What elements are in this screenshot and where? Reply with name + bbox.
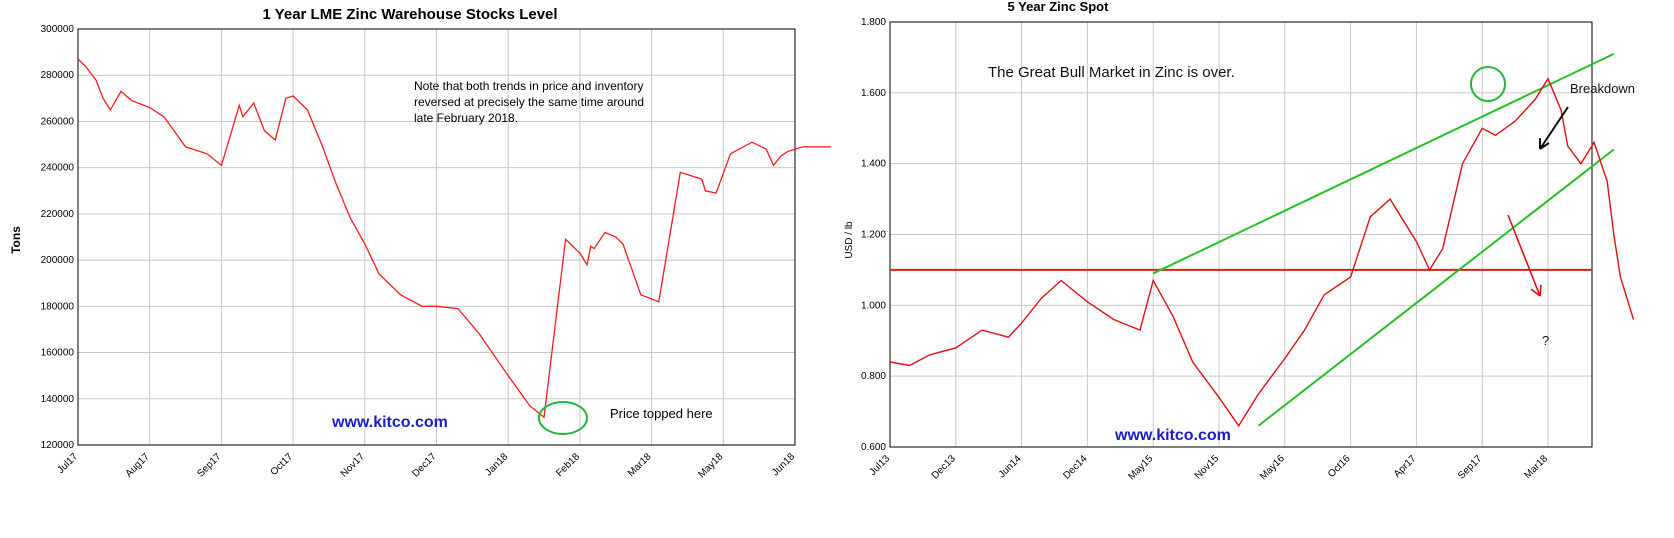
chart2-breakdown-arrow	[1539, 106, 1569, 150]
chart1-y-tick-label: 300000	[41, 24, 75, 35]
chart2-x-tick-label: Dec13	[930, 453, 959, 482]
chart1-x-tick-label: Feb18	[554, 451, 582, 479]
chart2-y-tick-label: 0.600	[861, 442, 886, 453]
chart2-x-tick-label: Oct16	[1326, 453, 1353, 480]
chart1-stocks-series-line	[77, 58, 831, 419]
chart2-x-ticks: Jul13 Dec13 Jun14 Dec14 May15 Nov15 May16 Oct16…	[867, 453, 1550, 482]
chart1-y-tick-label: 200000	[41, 255, 75, 266]
chart2-upper-channel-line	[1152, 52, 1615, 275]
chart1-y-tick-label: 280000	[41, 70, 75, 81]
chart2-x-tick-label: Jul13	[867, 453, 892, 478]
chart1-top-circle	[538, 401, 588, 435]
chart1-y-tick-label: 160000	[41, 348, 75, 359]
chart1-x-tick-label: Aug17	[124, 451, 153, 480]
chart2-x-tick-label: Nov15	[1193, 453, 1222, 482]
chart2-x-tick-label: May16	[1258, 453, 1287, 482]
chart2-lower-channel-line	[1257, 148, 1615, 427]
chart2-breakdown-label: Breakdown	[1570, 81, 1635, 96]
chart1-y-axis-label: Tons	[9, 226, 23, 254]
chart1-y-tick-label: 180000	[41, 301, 75, 312]
chart1-note-line-1: Note that both trends in price and inven…	[414, 79, 643, 93]
chart2-y-tick-label: 1.400	[861, 159, 886, 170]
chart1-x-tick-label: Sep17	[195, 451, 224, 480]
chart1-price-topped-label: Price topped here	[610, 406, 713, 421]
chart2-y-axis-label: USD / lb	[844, 221, 855, 259]
chart2-top-circle	[1470, 66, 1506, 102]
chart2-y-tick-label: 1.600	[861, 88, 886, 99]
chart2-x-tick-label: May15	[1126, 453, 1155, 482]
chart1-note-line-3: late February 2018.	[414, 111, 518, 125]
chart1-x-tick-label: Jan18	[483, 451, 510, 478]
chart2-watermark: www.kitco.com	[1114, 427, 1231, 444]
chart2-x-tick-label: Sep17	[1456, 453, 1485, 482]
chart2-plot-frame	[889, 21, 1593, 448]
zinc-spot-chart: 5 Year Zinc Spot 1.800 1.600 1.400 1.200 1.0…	[844, 0, 1635, 482]
chart1-title: 1 Year LME Zinc Warehouse Stocks Level	[262, 6, 557, 23]
chart2-gridlines	[889, 21, 1592, 448]
chart1-y-tick-label: 240000	[41, 163, 75, 174]
chart2-y-ticks: 1.800 1.600 1.400 1.200 1.000 0.800 0.600	[861, 17, 886, 453]
chart2-forecast-arrow	[1507, 214, 1542, 297]
chart1-x-tick-label: Nov17	[339, 451, 368, 480]
chart1-x-tick-label: Jun18	[770, 451, 797, 478]
lme-zinc-stocks-chart: 1 Year LME Zinc Warehouse Stocks Level 3…	[9, 6, 831, 480]
chart1-watermark: www.kitco.com	[331, 414, 448, 431]
chart1-y-tick-label: 220000	[41, 209, 75, 220]
chart2-x-tick-label: Jun14	[997, 453, 1024, 480]
chart2-x-tick-label: Apr17	[1392, 453, 1419, 480]
chart2-y-tick-label: 0.800	[861, 371, 886, 382]
chart1-note: Note that both trends in price and inven…	[414, 79, 644, 125]
chart2-y-tick-label: 1.000	[861, 300, 886, 311]
chart1-x-tick-label: Dec17	[410, 451, 439, 480]
chart1-note-line-2: reversed at precisely the same time arou…	[414, 95, 644, 109]
chart1-y-tick-label: 260000	[41, 116, 75, 127]
chart1-x-ticks: Jul17 Aug17 Sep17 Oct17 Nov17 Dec17 Jan18 Feb18…	[55, 451, 797, 480]
chart1-plot-frame	[77, 28, 796, 446]
chart1-y-ticks: 300000 280000 260000 240000 220000 200000 1800…	[41, 24, 75, 451]
chart1-x-tick-label: Mar18	[626, 451, 654, 479]
chart1-y-tick-label: 120000	[41, 440, 75, 451]
chart1-x-tick-label: Oct17	[269, 451, 296, 478]
chart2-x-tick-label: Mar18	[1522, 453, 1550, 481]
chart2-y-tick-label: 1.800	[861, 17, 886, 28]
chart2-spot-series-line	[889, 77, 1635, 428]
chart2-headline: The Great Bull Market in Zinc is over.	[988, 64, 1235, 81]
chart1-x-tick-label: May18	[696, 451, 725, 480]
chart2-y-tick-label: 1.200	[861, 230, 886, 241]
chart2-x-tick-label: Dec14	[1061, 453, 1090, 482]
chart2-question-mark: ?	[1542, 333, 1549, 348]
chart1-x-tick-label: Jul17	[55, 451, 80, 476]
chart1-y-tick-label: 140000	[41, 394, 75, 405]
chart2-title: 5 Year Zinc Spot	[1008, 0, 1110, 14]
